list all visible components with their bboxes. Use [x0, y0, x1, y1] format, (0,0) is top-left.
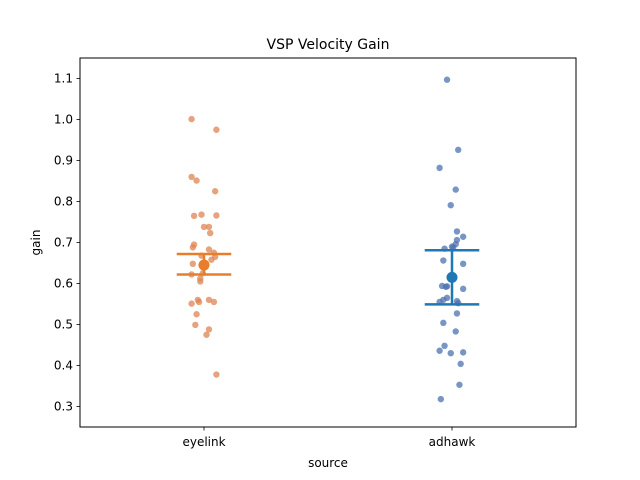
eyelink-data-point — [208, 256, 215, 263]
eyelink-data-point — [211, 188, 219, 195]
y-tick-label: 0.3 — [54, 400, 73, 414]
eyelink-data-point — [213, 212, 220, 219]
y-axis: 0.3 0.4 0.5 0.6 0.7 0.8 0.9 1.0 1.1 — [54, 72, 80, 414]
adhawk-data-point — [459, 260, 467, 268]
eyelink-data-point — [205, 223, 213, 231]
x-axis-label: source — [308, 456, 348, 470]
eyelink-data-point — [189, 260, 197, 268]
adhawk-data-point — [455, 146, 462, 154]
x-tick-label-eyelink: eyelink — [182, 435, 225, 449]
eyelink-data-point — [189, 244, 197, 251]
y-tick-label: 1.0 — [54, 113, 73, 127]
eyelink-data-point — [188, 300, 195, 307]
adhawk-data-point — [440, 319, 447, 327]
adhawk-data-point — [459, 233, 467, 240]
eyelink-data-point — [188, 115, 195, 123]
chart-title: VSP Velocity Gain — [267, 37, 390, 53]
adhawk-data-point — [453, 228, 461, 235]
eyelink-data-point — [205, 326, 213, 333]
adhawk-data-point — [456, 381, 463, 388]
y-tick-label: 0.7 — [54, 236, 73, 250]
eyelink-data-point — [213, 126, 220, 133]
eyelink-data-point — [192, 321, 199, 329]
y-tick-label: 0.6 — [54, 277, 73, 291]
adhawk-data-point — [457, 360, 464, 368]
y-tick-label: 0.5 — [54, 318, 73, 332]
adhawk-data-point — [459, 285, 467, 293]
adhawk-data-point — [442, 283, 449, 290]
y-tick-label: 0.9 — [54, 154, 73, 168]
adhawk-data-point — [453, 310, 461, 317]
y-axis-label: gain — [29, 230, 43, 256]
eyelink-data-point — [203, 331, 210, 338]
y-tick-label: 0.4 — [54, 359, 73, 373]
adhawk-data-point — [441, 342, 448, 350]
eyelink-data-point — [190, 212, 198, 220]
adhawk-data-point — [436, 347, 443, 354]
adhawk-data-point — [452, 328, 459, 335]
eyelink-data-point — [205, 246, 213, 253]
adhawk-data-point — [452, 186, 459, 193]
eyelink-data-point — [195, 298, 203, 306]
x-axis: eyelink adhawk — [182, 427, 475, 449]
eyelink-mean-marker — [198, 259, 210, 271]
eyelink-data-point — [200, 223, 208, 231]
x-tick-label-adhawk: adhawk — [429, 435, 476, 449]
plot-frame — [79, 57, 577, 428]
eyelink-data-point — [197, 278, 204, 285]
eyelink-data-point — [205, 296, 213, 304]
adhawk-data-point — [447, 201, 454, 209]
y-tick-label: 1.1 — [54, 72, 73, 86]
eyelink-data-point — [213, 371, 220, 378]
adhawk-data-point — [447, 350, 454, 357]
eyelink-data-point — [198, 211, 205, 218]
adhawk-data-point — [459, 349, 467, 356]
adhawk-data-point — [450, 244, 457, 251]
adhawk-mean-marker — [446, 271, 458, 283]
adhawk-data-point — [440, 257, 447, 264]
eyelink-data-point — [188, 173, 195, 181]
y-tick-label: 0.8 — [54, 195, 73, 209]
eyelink-data-point — [210, 298, 218, 306]
eyelink-data-point — [207, 229, 214, 237]
eyelink-data-point — [193, 177, 200, 184]
adhawk-data-point — [436, 164, 443, 172]
plot-area — [176, 76, 480, 403]
adhawk-data-point — [437, 395, 445, 403]
eyelink-data-point — [193, 311, 200, 318]
adhawk-data-point — [443, 76, 451, 83]
